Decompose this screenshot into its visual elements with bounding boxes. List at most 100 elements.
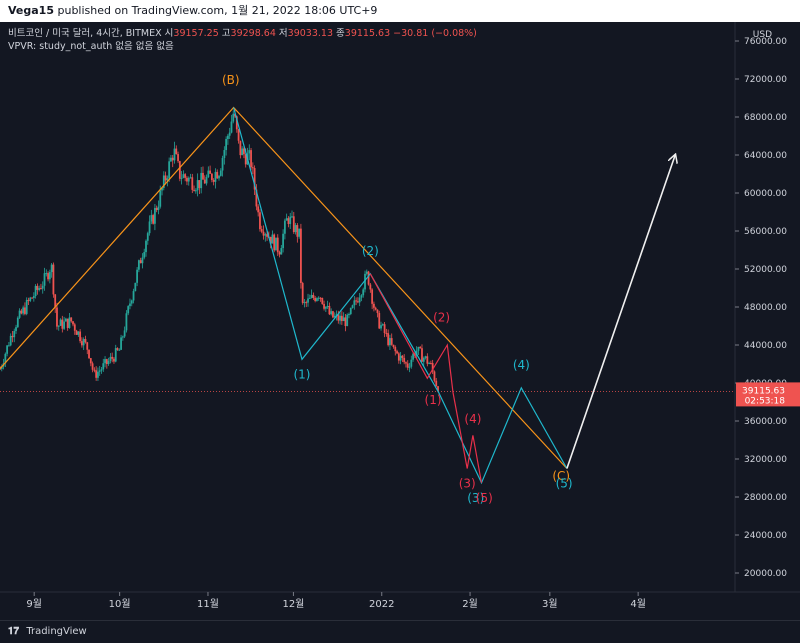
candle-body [113, 358, 115, 362]
candle-body [102, 363, 105, 370]
candle-body [216, 171, 219, 179]
candle-body [0, 366, 3, 369]
chart-area[interactable]: 20000.00 24000.00 28000.00 32000.00 36000.00… [0, 22, 800, 620]
candle-body [389, 338, 391, 346]
currency-label: USD [753, 30, 772, 40]
candle-body [396, 351, 398, 354]
candle-body [89, 358, 92, 364]
candle-body [300, 228, 302, 283]
candle-body [369, 284, 372, 290]
candle-body [164, 175, 167, 181]
candle-body [227, 135, 229, 139]
candle-body [219, 170, 222, 176]
candle-body [371, 289, 374, 304]
candle-body [324, 306, 327, 309]
candle-body [52, 264, 55, 295]
open-label: 시 [164, 28, 174, 39]
publish-header: Vega15 published on TradingView.com, 1월 … [0, 0, 800, 22]
candle-body [196, 180, 199, 191]
candle-body [73, 324, 76, 331]
price-chart[interactable]: 20000.00 24000.00 28000.00 32000.00 36000.00… [0, 22, 800, 620]
candle-body [118, 349, 121, 351]
candle-body [214, 171, 217, 182]
wave-label-cyan: (5) [556, 477, 573, 491]
candle-body [180, 177, 183, 179]
candle-body [193, 189, 195, 191]
candle-body [166, 178, 169, 181]
candle-body [316, 298, 318, 301]
candle-body [232, 113, 235, 122]
candle-body [130, 300, 133, 304]
candle-body [410, 359, 413, 367]
candle-body [283, 220, 286, 234]
y-tick-label: 36000.00 [744, 417, 787, 427]
candle-body [187, 177, 190, 182]
candle-body [435, 380, 438, 387]
candle-body [11, 335, 14, 338]
candle-body [105, 359, 108, 365]
candle-body [203, 179, 206, 184]
candle-body [6, 345, 9, 354]
x-tick-label: 3월 [542, 598, 558, 610]
high-label: 고 [221, 28, 231, 39]
candle-body [25, 299, 28, 314]
wave-label-orange: (C) [552, 469, 570, 483]
candle-body [406, 363, 409, 368]
chart-legend: 비트코인 / 미국 달러, 4시간, BITMEX 시39157.25 고392… [8, 27, 477, 53]
candle-body [41, 285, 44, 289]
candle-body [401, 355, 404, 358]
candle-body [104, 359, 106, 364]
brand-name[interactable]: TradingView [26, 626, 87, 637]
candle-body [321, 297, 324, 304]
candle-body [0, 368, 1, 370]
symbol-label: 비트코인 / 미국 달러, 4시간, BITMEX [8, 28, 162, 39]
candle-body [218, 175, 220, 179]
candle-body [86, 342, 89, 350]
candle-body [351, 305, 354, 308]
candle-body [303, 302, 306, 304]
candle-body [397, 353, 400, 361]
candle-body [114, 348, 117, 362]
candle-body [307, 298, 309, 303]
candle-body [223, 150, 226, 159]
candle-body [355, 300, 358, 302]
candle-body [209, 170, 212, 174]
candle-body [68, 317, 71, 328]
countdown-label: 02:53:18 [745, 396, 786, 406]
candle-body [8, 345, 10, 347]
y-tick-label: 28000.00 [744, 493, 787, 503]
candle-body [161, 187, 163, 191]
candle-body [202, 172, 204, 180]
y-tick-label: 72000.00 [744, 75, 787, 85]
candle-body [50, 264, 53, 273]
candle-body [139, 260, 142, 264]
x-tick-label: 2월 [462, 598, 478, 610]
candle-body [301, 282, 304, 303]
wave-label-red: (1) [425, 393, 442, 407]
candle-body [248, 150, 251, 154]
candle-body [107, 360, 110, 365]
candle-body [280, 248, 283, 255]
candle-body [84, 339, 87, 343]
candle-body [36, 285, 39, 290]
x-tick-label: 9월 [26, 598, 42, 610]
y-tick-label: 32000.00 [744, 455, 787, 465]
candle-body [155, 207, 158, 211]
indicator-label: VPVR: study_not_auth 없음 없음 없음 [8, 41, 174, 52]
change-value: −30.81 (−0.08%) [393, 28, 477, 39]
candle-body [95, 370, 98, 378]
y-tick-label: 64000.00 [744, 151, 787, 161]
candle-body [20, 310, 23, 314]
candle-body [186, 177, 188, 182]
candle-body [305, 302, 308, 304]
candle-body [159, 190, 162, 207]
candle-body [378, 312, 381, 329]
candle-body [38, 288, 41, 290]
tv-logo-icon[interactable]: 𝟏𝟕 [8, 626, 20, 637]
candle-body [333, 315, 336, 318]
candle-body [275, 237, 277, 251]
candle-body [294, 225, 297, 233]
candle-body [45, 273, 48, 275]
candle-body [422, 357, 425, 362]
candle-body [269, 236, 272, 244]
